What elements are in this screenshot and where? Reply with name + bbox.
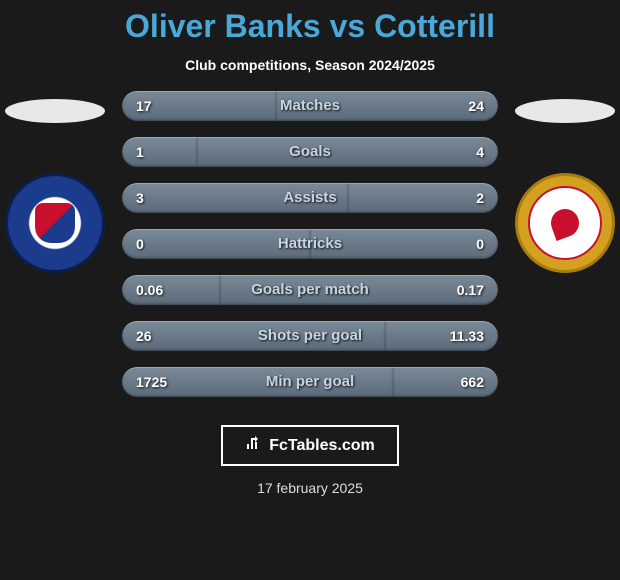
stat-value-right: 2 <box>476 183 484 213</box>
stat-label: Goals <box>122 137 498 167</box>
club-crest-right <box>515 173 615 273</box>
stat-value-right: 11.33 <box>450 321 484 351</box>
stat-row: 26Shots per goal11.33 <box>122 321 498 351</box>
stat-label: Goals per match <box>122 275 498 305</box>
stats-column: 17Matches24 1Goals4 3Assists2 0Hattricks0 0.… <box>118 91 502 397</box>
stat-label: Hattricks <box>122 229 498 259</box>
stat-value-right: 4 <box>476 137 484 167</box>
player-left-col <box>0 91 110 273</box>
subtitle: Club competitions, Season 2024/2025 <box>185 57 435 73</box>
stat-label: Assists <box>122 183 498 213</box>
stat-row: 3Assists2 <box>122 183 498 213</box>
stat-value-right: 662 <box>461 367 484 397</box>
stat-label: Shots per goal <box>122 321 498 351</box>
stat-value-right: 0 <box>476 229 484 259</box>
player-right-col <box>510 91 620 273</box>
date-text: 17 february 2025 <box>257 480 363 496</box>
stat-row: 17Matches24 <box>122 91 498 121</box>
stat-row: 0.06Goals per match0.17 <box>122 275 498 305</box>
page-title: Oliver Banks vs Cotterill <box>125 8 495 45</box>
stat-value-right: 24 <box>468 91 484 121</box>
stat-label: Min per goal <box>122 367 498 397</box>
comparison-widget: Oliver Banks vs Cotterill Club competiti… <box>0 0 620 580</box>
club-crest-left <box>5 173 105 273</box>
brand-box[interactable]: FcTables.com <box>221 425 399 466</box>
chart-icon <box>245 435 261 456</box>
stat-row: 1725Min per goal662 <box>122 367 498 397</box>
player-right-ellipse <box>515 99 615 123</box>
stat-value-right: 0.17 <box>457 275 484 305</box>
stat-row: 0Hattricks0 <box>122 229 498 259</box>
footer: FcTables.com 17 february 2025 <box>221 425 399 496</box>
brand-text: FcTables.com <box>269 437 375 455</box>
stat-label: Matches <box>122 91 498 121</box>
player-left-ellipse <box>5 99 105 123</box>
stat-row: 1Goals4 <box>122 137 498 167</box>
main-row: 17Matches24 1Goals4 3Assists2 0Hattricks0 0.… <box>0 91 620 397</box>
